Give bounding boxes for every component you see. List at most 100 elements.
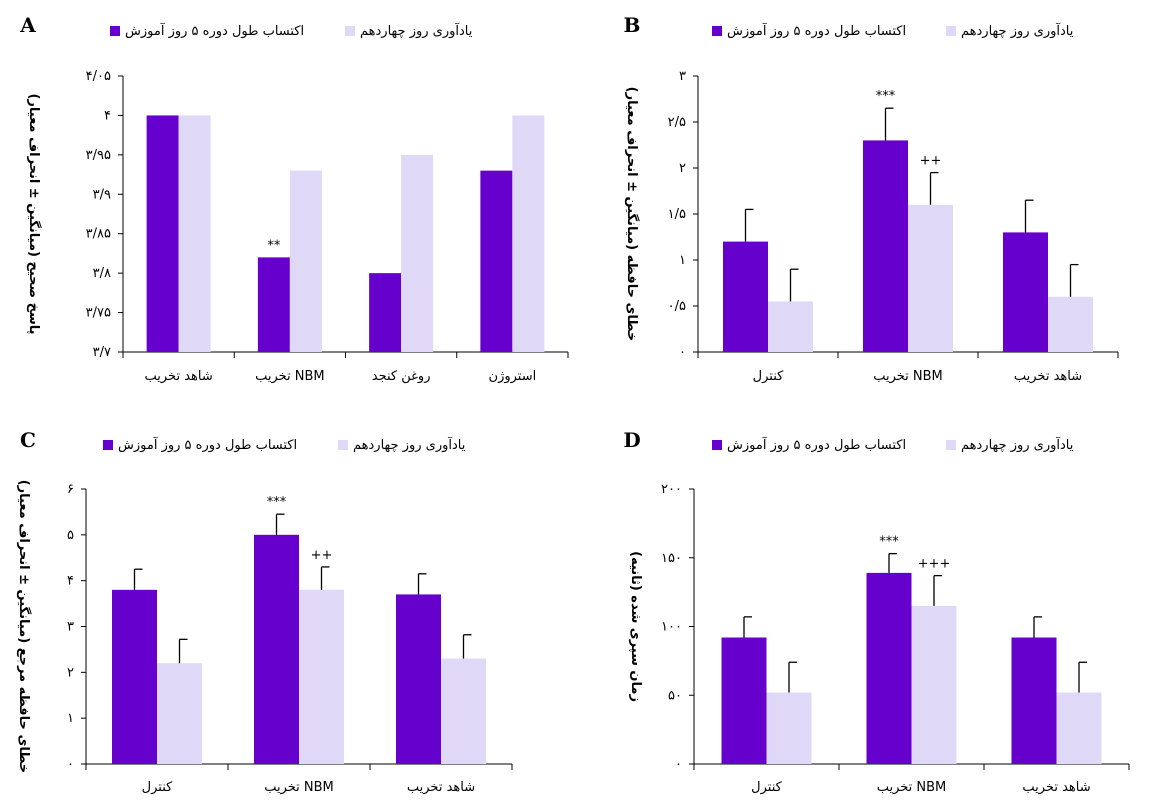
significance-marker: *** [876, 89, 896, 104]
y-tick-label: ۵۰ [668, 688, 682, 703]
panel-letter: C [20, 428, 36, 452]
bar-recall [908, 204, 953, 352]
x-tick-label: تخریب NBM [877, 780, 947, 795]
y-axis-label: خطای حافظه مرجع (میانگین ± انحراف معیار) [16, 480, 32, 774]
x-tick-label: کنترل [753, 369, 784, 384]
y-tick-label: ۳/۸۵ [86, 227, 111, 242]
y-tick-label: ۴ [104, 108, 111, 123]
x-tick-label: شاهد تخریب [1014, 369, 1082, 384]
chart-panel-b: B اکتساب طول دوره ۵ روز آموزش یادآوری روز … [624, 13, 1119, 384]
bar-acquisition [112, 589, 157, 764]
bar-recall [299, 589, 344, 764]
x-tick-label: روغن کنجد [372, 369, 431, 384]
significance-marker: *** [879, 535, 899, 550]
legend-swatch-recall [946, 440, 956, 450]
y-tick-label: ۰/۵ [668, 299, 686, 314]
chart-panel-a: A اکتساب طول دوره ۵ روز آموزش یادآوری روز … [19, 13, 569, 384]
significance-marker: ++ [920, 154, 942, 169]
y-tick-label: ۴ [67, 574, 74, 589]
y-tick-label: ۱ [679, 253, 686, 268]
bar-recall [1056, 692, 1102, 764]
bar-acquisition [723, 241, 768, 352]
legend-label-acquisition: اکتساب طول دوره ۵ روز آموزش [125, 22, 304, 39]
y-tick-label: ۳/۸ [93, 266, 111, 281]
x-tick-label: شاهد تخریب [145, 369, 213, 384]
legend-swatch-recall [338, 440, 348, 450]
bar-acquisition [866, 572, 912, 764]
y-tick-label: ۲ [67, 665, 74, 680]
chart-panel-c: C اکتساب طول دوره ۵ روز آموزش یادآوری روز … [16, 428, 513, 795]
bar-acquisition [1003, 232, 1048, 352]
legend-label-recall: یادآوری روز چهاردهم [961, 22, 1074, 39]
bar-recall [512, 115, 545, 352]
bar-recall [289, 170, 322, 352]
bar-acquisition [396, 594, 441, 764]
x-tick-label: تخریب NBM [873, 369, 943, 384]
panel-letter: A [19, 13, 36, 37]
legend-label-recall: یادآوری روز چهاردهم [360, 22, 473, 39]
y-axis-label: زمان سپری شده (ثانیه) [628, 551, 643, 702]
x-tick-label: کنترل [751, 780, 782, 795]
bar-recall [401, 154, 434, 352]
bar-acquisition [721, 637, 767, 764]
y-axis-label: پاسخ صحیح (میانگین ± انحراف معیار) [26, 93, 42, 334]
y-tick-label: ۱ [67, 711, 74, 726]
y-tick-label: ۱۰۰ [661, 620, 682, 635]
legend-swatch-acquisition [103, 440, 113, 450]
legend-swatch-acquisition [110, 26, 120, 36]
bar-acquisition [369, 273, 402, 352]
bar-recall [441, 658, 486, 764]
y-tick-label: ۳/۷۵ [86, 306, 111, 321]
y-tick-label: ۳ [67, 620, 74, 635]
panel-letter: B [624, 13, 641, 37]
y-tick-label: ۰ [67, 757, 74, 772]
legend-label-acquisition: اکتساب طول دوره ۵ روز آموزش [727, 436, 906, 453]
x-tick-label: شاهد تخریب [1022, 780, 1090, 795]
bar-recall [157, 663, 202, 764]
bar-acquisition [257, 257, 290, 352]
bar-acquisition [254, 534, 299, 764]
y-tick-label: ۳/۹۵ [86, 148, 111, 163]
y-tick-label: ۱/۵ [668, 207, 686, 222]
x-tick-label: کنترل [142, 780, 173, 795]
bar-recall [911, 605, 957, 764]
x-tick-label: استروژن [489, 369, 537, 384]
chart-panel-d: D اکتساب طول دوره ۵ روز آموزش یادآوری روز … [623, 428, 1130, 795]
legend-swatch-recall [345, 26, 355, 36]
y-tick-label: ۳/۹ [93, 187, 111, 202]
y-tick-label: ۲ [679, 161, 686, 176]
y-tick-label: ۴/۰۵ [86, 69, 111, 84]
bar-recall [766, 692, 812, 764]
bar-acquisition [863, 140, 908, 352]
y-tick-label: ۳ [679, 69, 686, 84]
bar-recall [1048, 296, 1093, 352]
y-tick-label: ۱۵۰ [661, 551, 682, 566]
y-axis-label: خطای حافظه (میانگین ± انحراف معیار) [624, 87, 640, 342]
x-tick-label: شاهد تخریب [407, 780, 475, 795]
y-tick-label: ۲/۵ [668, 115, 686, 130]
legend-swatch-acquisition [712, 440, 722, 450]
bar-acquisition [1011, 637, 1057, 764]
y-tick-label: ۵ [67, 528, 74, 543]
y-tick-label: ۲۰۰ [661, 482, 682, 497]
significance-marker: +++ [918, 557, 951, 572]
y-tick-label: ۰ [679, 345, 686, 360]
y-tick-label: ۶ [67, 482, 74, 497]
bar-recall [178, 115, 211, 352]
bar-acquisition [146, 115, 179, 352]
legend-label-acquisition: اکتساب طول دوره ۵ روز آموزش [727, 22, 906, 39]
significance-marker: *** [267, 495, 287, 510]
significance-marker: ++ [311, 548, 333, 563]
legend-label-recall: یادآوری روز چهاردهم [353, 436, 466, 453]
y-tick-label: ۰ [675, 757, 682, 772]
x-tick-label: تخریب NBM [255, 369, 325, 384]
bar-recall [768, 301, 813, 352]
x-tick-label: تخریب NBM [264, 780, 334, 795]
y-tick-label: ۳/۷ [93, 345, 111, 360]
legend-label-recall: یادآوری روز چهاردهم [961, 436, 1074, 453]
legend-label-acquisition: اکتساب طول دوره ۵ روز آموزش [118, 436, 297, 453]
significance-marker: ** [267, 238, 281, 253]
bar-acquisition [480, 170, 513, 352]
legend-swatch-recall [946, 26, 956, 36]
